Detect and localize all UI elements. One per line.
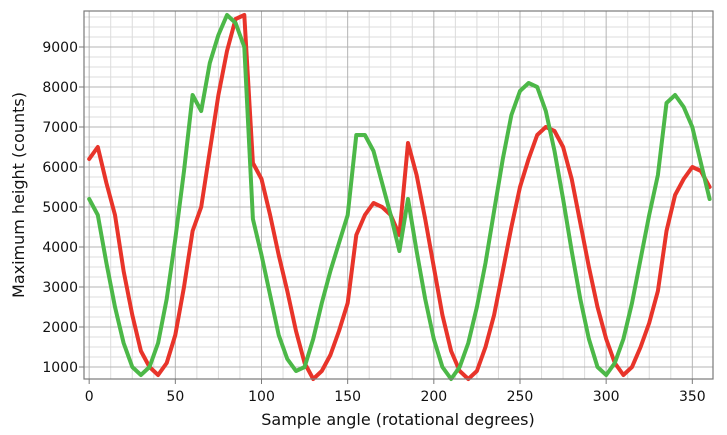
y-tick-label: 8000 xyxy=(42,80,78,96)
y-tick-label: 7000 xyxy=(42,120,78,136)
x-axis-label: Sample angle (rotational degrees) xyxy=(261,410,535,429)
x-tick-label: 200 xyxy=(420,389,447,405)
x-tick-label: 250 xyxy=(507,389,534,405)
y-tick-label: 5000 xyxy=(42,200,78,216)
x-tick-label: 50 xyxy=(166,389,184,405)
x-tick-label: 150 xyxy=(334,389,361,405)
y-tick-label: 2000 xyxy=(42,320,78,336)
series-line-1 xyxy=(87,13,712,381)
y-tick-label: 9000 xyxy=(42,40,78,56)
series-layer xyxy=(87,13,712,381)
y-tick-label: 6000 xyxy=(42,160,78,176)
y-axis-ticks: 1000 2000 3000 4000 5000 6000 7000 8000 9000 xyxy=(42,40,84,376)
x-tick-label: 0 xyxy=(85,389,94,405)
plot-frame xyxy=(83,10,714,380)
x-tick-label: 100 xyxy=(248,389,275,405)
y-tick-label: 1000 xyxy=(42,360,78,376)
y-tick-label: 3000 xyxy=(42,280,78,296)
x-axis-ticks: 0 50 100 150 200 250 300 350 xyxy=(85,379,706,405)
x-tick-label: 350 xyxy=(679,389,706,405)
y-tick-label: 4000 xyxy=(42,240,78,256)
x-tick-label: 300 xyxy=(593,389,620,405)
series-line-2 xyxy=(87,13,712,381)
y-axis-label: Maximum height (counts) xyxy=(9,92,28,298)
